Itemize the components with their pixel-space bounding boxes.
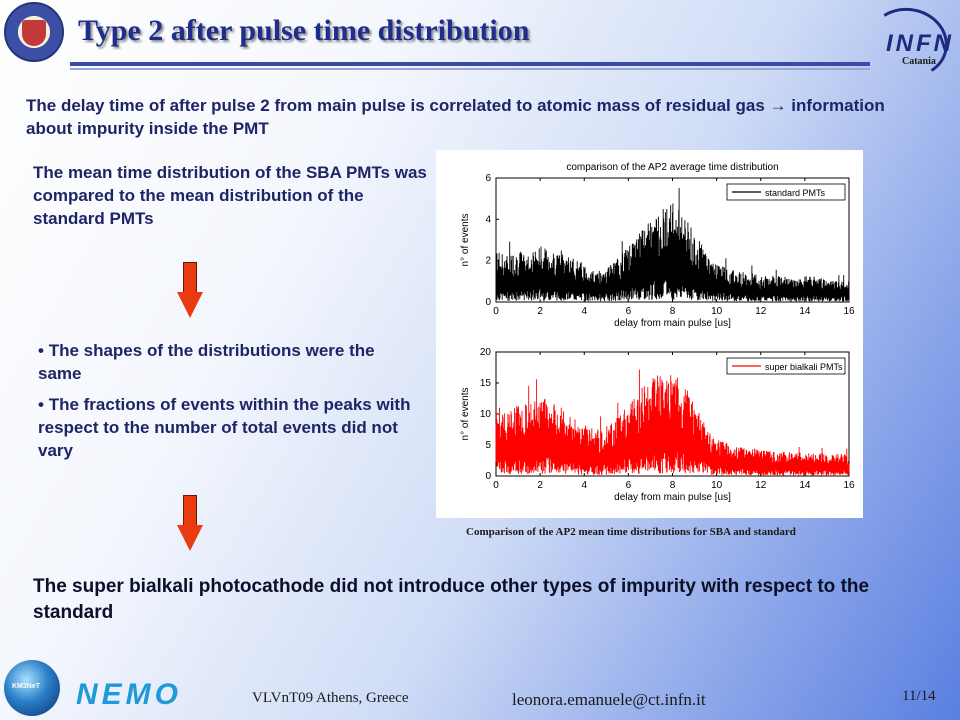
infn-catania-label: Catania: [902, 56, 936, 67]
down-arrow-icon: [177, 495, 203, 553]
x-tick-label: 6: [626, 306, 632, 317]
y-tick-label: 5: [485, 440, 491, 451]
x-tick-label: 2: [537, 306, 543, 317]
y-axis-label: n° of events: [460, 214, 471, 267]
y-tick-label: 2: [485, 256, 491, 267]
legend-box: [726, 357, 846, 375]
x-tick-label: 2: [537, 480, 543, 491]
x-tick-label: 12: [755, 306, 767, 317]
legend-label: super bialkali PMTs: [765, 362, 843, 372]
chart-figure: comparison of the AP2 average time distr…: [436, 150, 863, 518]
title-underline-light: [70, 68, 870, 70]
x-axis-label: delay from main pulse [us]: [614, 492, 731, 503]
y-axis-label: n° of events: [460, 388, 471, 441]
slide-title: Type 2 after pulse time distribution: [78, 14, 530, 47]
mean-distribution-text: The mean time distribution of the SBA PM…: [33, 163, 427, 228]
page-number: 11/14: [902, 688, 936, 704]
x-tick-label: 8: [670, 306, 676, 317]
legend-box: [726, 183, 846, 201]
footer-email: leonora.emanuele@ct.infn.it: [512, 690, 706, 709]
chart-title: comparison of the AP2 average time distr…: [566, 162, 778, 173]
x-axis-label: delay from main pulse [us]: [614, 318, 731, 329]
series-line: [495, 369, 850, 476]
chart-svg: comparison of the AP2 average time distr…: [460, 162, 855, 503]
x-tick-label: 4: [581, 480, 587, 491]
x-tick-label: 0: [493, 480, 499, 491]
finding-item: • The fractions of events within the pea…: [38, 395, 411, 460]
x-tick-label: 10: [711, 306, 723, 317]
footer-venue: VLVnT09 Athens, Greece: [252, 690, 409, 706]
university-seal-logo: [4, 2, 64, 62]
findings-list: • The shapes of the distributions were t…: [38, 339, 418, 470]
y-tick-label: 20: [480, 347, 492, 358]
y-tick-label: 0: [485, 297, 491, 308]
km3net-logo: [4, 660, 60, 716]
y-tick-label: 10: [480, 409, 492, 420]
km3net-logo-label: KM3NeT: [12, 683, 41, 690]
y-tick-label: 6: [485, 173, 491, 184]
nemo-logo: NEMO: [72, 676, 214, 712]
title-underline: [70, 62, 870, 66]
x-tick-label: 14: [799, 480, 811, 491]
x-tick-label: 16: [843, 306, 855, 317]
x-tick-label: 14: [799, 306, 811, 317]
x-tick-label: 0: [493, 306, 499, 317]
legend-label: standard PMTs: [765, 188, 826, 198]
seal-shield-icon: [22, 20, 46, 46]
infn-logo: INFN: [886, 30, 954, 57]
x-tick-label: 8: [670, 480, 676, 491]
x-tick-label: 4: [581, 306, 587, 317]
x-tick-label: 12: [755, 480, 767, 491]
x-tick-label: 10: [711, 480, 723, 491]
y-tick-label: 15: [480, 378, 492, 389]
conclusion-text: The super bialkali photocathode did not …: [33, 576, 870, 623]
chart-caption: Comparison of the AP2 mean time distribu…: [466, 526, 796, 538]
down-arrow-icon: [177, 262, 203, 320]
nemo-logo-label: NEMO: [76, 678, 182, 711]
x-tick-label: 16: [843, 480, 855, 491]
x-tick-label: 6: [626, 480, 632, 491]
intro-text: The delay time of after pulse 2 from mai…: [26, 96, 885, 138]
series-line: [495, 188, 850, 302]
y-tick-label: 0: [485, 471, 491, 482]
y-tick-label: 4: [485, 214, 491, 225]
finding-item: • The shapes of the distributions were t…: [38, 341, 375, 383]
